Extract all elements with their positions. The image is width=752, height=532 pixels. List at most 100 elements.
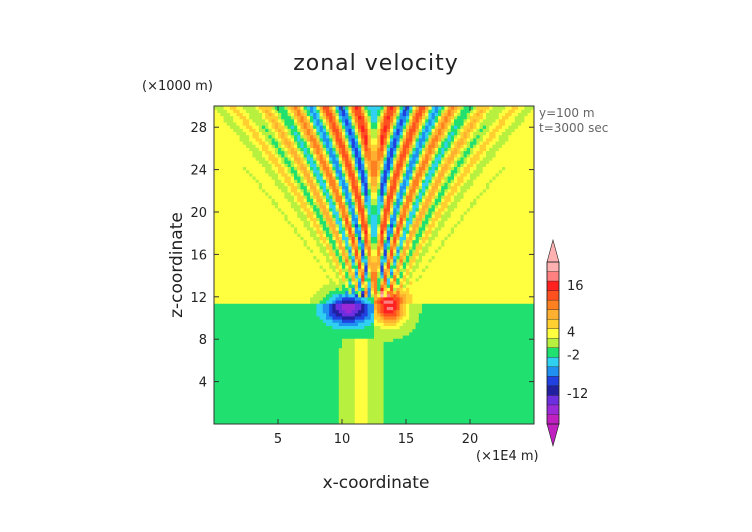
field-cell	[258, 395, 263, 400]
field-cell	[246, 360, 250, 365]
field-cell	[255, 379, 260, 384]
field-cell	[316, 385, 321, 390]
field-cell	[262, 140, 266, 145]
field-cell	[230, 137, 234, 142]
field-cell	[294, 226, 298, 231]
field-cell	[303, 245, 308, 250]
field-cell	[297, 261, 301, 266]
field-cell	[268, 373, 273, 377]
field-cell	[252, 261, 257, 266]
field-cell	[262, 277, 266, 282]
field-cell	[258, 182, 263, 187]
field-cell	[300, 137, 305, 142]
field-cell	[214, 220, 218, 225]
field-cell	[281, 417, 285, 422]
field-cell	[230, 395, 234, 400]
field-cell	[297, 265, 301, 269]
field-cell	[258, 242, 263, 247]
field-cell	[258, 226, 263, 231]
field-cell	[322, 185, 327, 190]
field-cell	[223, 395, 228, 400]
field-cell	[316, 118, 321, 123]
field-cell	[233, 382, 237, 387]
field-cell	[322, 299, 327, 304]
field-cell	[220, 112, 225, 117]
field-cell	[252, 315, 257, 320]
field-cell	[262, 156, 266, 161]
field-cell	[239, 404, 244, 409]
field-cell	[217, 296, 221, 301]
field-cell	[278, 338, 282, 342]
field-cell	[246, 121, 250, 126]
field-cell	[262, 268, 266, 272]
field-cell	[268, 112, 273, 117]
field-cell	[262, 255, 266, 260]
field-cell	[271, 261, 276, 266]
field-cell	[233, 198, 237, 202]
field-cell	[271, 363, 276, 368]
field-cell	[239, 261, 244, 266]
field-cell	[278, 268, 282, 272]
field-cell	[290, 306, 295, 311]
field-cell	[226, 417, 231, 422]
field-cell	[297, 414, 301, 419]
field-cell	[271, 331, 276, 336]
field-cell	[300, 204, 305, 209]
field-cell	[316, 207, 321, 212]
field-cell	[281, 315, 285, 320]
field-cell	[297, 341, 301, 346]
field-cell	[268, 144, 273, 148]
field-cell	[242, 166, 247, 171]
field-cell	[287, 357, 292, 361]
field-cell	[310, 293, 314, 298]
field-cell	[226, 252, 231, 257]
field-cell	[278, 204, 282, 209]
field-cell	[313, 265, 317, 269]
field-cell	[297, 404, 301, 409]
field-cell	[281, 319, 285, 323]
field-cell	[300, 166, 305, 171]
field-cell	[226, 112, 231, 117]
field-cell	[310, 274, 314, 279]
field-cell	[284, 331, 289, 336]
field-cell	[278, 185, 282, 190]
field-cell	[239, 287, 244, 292]
field-cell	[265, 293, 269, 298]
field-cell	[284, 363, 289, 368]
field-cell	[239, 420, 244, 424]
field-cell	[322, 287, 327, 292]
field-cell	[252, 217, 257, 222]
field-cell	[303, 363, 308, 368]
field-cell	[217, 220, 221, 225]
field-cell	[226, 204, 231, 209]
field-cell	[278, 385, 282, 390]
field-cell	[239, 223, 244, 228]
field-cell	[223, 220, 228, 225]
field-cell	[284, 172, 289, 177]
field-cell	[239, 207, 244, 212]
field-cell	[294, 315, 298, 320]
field-cell	[322, 274, 327, 279]
field-cell	[230, 255, 234, 260]
field-cell	[255, 347, 260, 352]
field-cell	[236, 188, 241, 193]
field-cell	[255, 277, 260, 282]
field-cell	[249, 363, 253, 368]
field-cell	[268, 417, 273, 422]
field-cell	[322, 271, 327, 276]
field-cell	[268, 201, 273, 206]
field-cell	[271, 408, 276, 412]
field-cell	[262, 258, 266, 263]
field-cell	[319, 379, 324, 384]
field-cell	[249, 185, 253, 190]
field-cell	[236, 344, 241, 349]
field-cell	[223, 389, 228, 393]
field-cell	[271, 172, 276, 177]
field-cell	[220, 395, 225, 400]
field-cell	[271, 341, 276, 346]
field-cell	[230, 376, 234, 381]
field-cell	[226, 166, 231, 171]
field-cell	[271, 185, 276, 190]
field-cell	[303, 417, 308, 422]
field-cell	[297, 160, 301, 164]
